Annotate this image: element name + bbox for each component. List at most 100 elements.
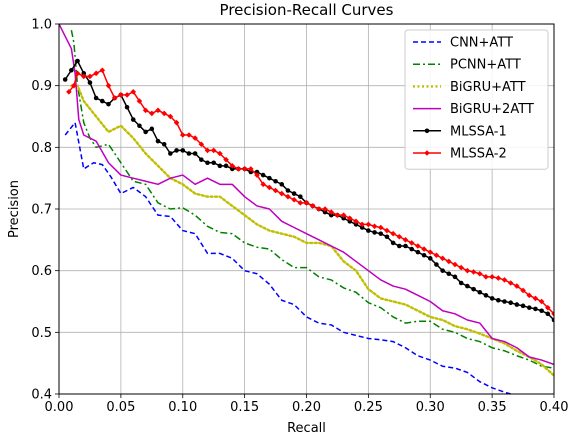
data-point (465, 283, 470, 289)
data-point (378, 231, 384, 236)
data-point (278, 190, 285, 197)
y-tick-label: 0.4 (31, 388, 52, 403)
legend-label: BiGRU+ATT (450, 80, 526, 95)
legend-label: MLSSA-2 (450, 147, 507, 162)
y-tick-label: 0.8 (31, 141, 52, 156)
legend: CNN+ATT PCNN+ATT BiGRU+ATT BiGRU+2ATT MLSSA-… (404, 29, 549, 170)
data-point (291, 196, 297, 203)
data-point (551, 317, 554, 323)
data-point (501, 277, 508, 283)
x-tick-label: 0.05 (106, 400, 135, 415)
x-tick-label: 0.35 (478, 400, 507, 415)
x-tick-label: 0.20 (292, 400, 321, 415)
data-point (71, 82, 77, 89)
data-point (446, 271, 452, 277)
data-point (273, 178, 278, 184)
data-point (397, 243, 402, 249)
data-point (99, 67, 106, 74)
data-point (390, 230, 396, 237)
data-point (434, 262, 439, 267)
data-point (155, 138, 161, 144)
data-point (106, 101, 111, 107)
series-bigru-2att (59, 24, 554, 366)
data-point (111, 95, 118, 101)
data-point (458, 264, 464, 271)
series-line (70, 30, 554, 369)
data-point (371, 223, 378, 230)
data-point (161, 110, 167, 117)
data-point (322, 206, 328, 212)
data-point (186, 132, 192, 138)
legend-item: PCNN+ATT (413, 58, 521, 73)
data-point (508, 300, 513, 306)
data-point (377, 224, 384, 231)
data-point (477, 289, 483, 295)
data-point (155, 107, 161, 114)
data-point (130, 117, 136, 122)
data-point (260, 172, 266, 178)
data-point (421, 252, 427, 258)
data-point (168, 151, 173, 156)
y-tick-label: 0.9 (31, 79, 52, 94)
y-tick-label: 1.0 (31, 18, 52, 33)
data-point (285, 193, 291, 200)
data-point (483, 274, 489, 280)
data-point (298, 194, 303, 199)
data-point (75, 58, 80, 64)
y-tick-label: 0.7 (31, 203, 52, 218)
series-pcnn-att (70, 30, 554, 369)
data-point (69, 67, 74, 73)
data-point (124, 104, 130, 110)
data-point (439, 255, 446, 262)
legend-label: MLSSA-1 (450, 124, 507, 139)
x-axis-label: Recall (287, 421, 326, 436)
data-point (489, 274, 495, 280)
data-point (502, 299, 507, 304)
x-tick-label: 0.40 (540, 400, 569, 415)
data-point (328, 212, 334, 218)
legend-item: BiGRU+2ATT (413, 102, 534, 117)
data-point (149, 126, 155, 132)
data-point (353, 218, 359, 225)
data-point (415, 243, 421, 249)
data-point (267, 175, 272, 181)
x-tick-label: 0.30 (416, 400, 445, 415)
data-point (359, 221, 365, 228)
data-point (241, 166, 248, 172)
axis-ticks: 0.00 0.05 0.10 0.15 0.20 0.25 0.30 0.35 0.40 0.4 0… (31, 18, 568, 416)
data-point (204, 147, 211, 154)
legend-marker (424, 150, 430, 156)
data-point (514, 283, 520, 289)
data-point (137, 123, 142, 129)
data-point (341, 215, 346, 221)
data-point (539, 308, 544, 314)
data-point (192, 135, 198, 141)
series-cnn-att (64, 121, 511, 394)
data-point (353, 222, 359, 227)
data-point (105, 82, 112, 89)
data-point (403, 243, 408, 249)
data-point (452, 261, 458, 268)
data-point (384, 234, 390, 240)
data-point (340, 212, 347, 218)
data-point (372, 230, 377, 235)
data-point (347, 219, 353, 224)
data-point (470, 269, 477, 275)
data-point (452, 274, 458, 280)
data-point (217, 163, 223, 169)
data-point (427, 249, 434, 255)
x-tick-label: 0.10 (168, 400, 197, 415)
data-point (433, 252, 440, 259)
data-point (217, 150, 223, 157)
data-point (87, 73, 93, 80)
data-point (483, 293, 489, 298)
data-point (74, 70, 81, 77)
data-point (551, 311, 554, 317)
data-point (205, 160, 210, 166)
data-point (229, 166, 235, 172)
data-point (526, 292, 533, 299)
legend-item: MLSSA-1 (413, 124, 507, 139)
data-point (229, 163, 236, 169)
data-point (427, 256, 433, 261)
data-point (179, 132, 186, 138)
